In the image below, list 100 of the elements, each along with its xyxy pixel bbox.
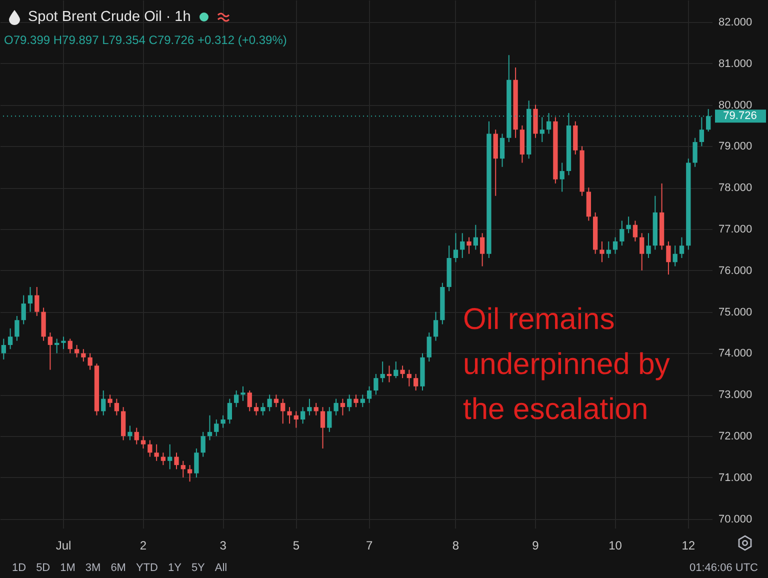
candlestick: [81, 348, 86, 362]
candlestick: [247, 390, 252, 412]
candlestick: [672, 245, 678, 267]
candlestick: [68, 338, 72, 354]
candlestick: [260, 402, 266, 416]
candlestick: [360, 394, 365, 408]
candlestick: [600, 240, 604, 263]
candlestick: [128, 425, 132, 441]
candlestick: [48, 332, 53, 370]
text: 1D: [12, 562, 26, 574]
y-tick-label: 79.000: [718, 140, 752, 153]
candlestick: [340, 398, 346, 416]
y-tick-label: 77.000: [718, 224, 752, 236]
candlestick: [666, 240, 671, 276]
candlestick: [307, 398, 312, 416]
candlestick: [114, 398, 119, 416]
candlestick: [473, 224, 478, 250]
candlestick: [646, 232, 651, 258]
y-tick-label: 81.000: [718, 58, 752, 70]
candlestick: [207, 414, 212, 441]
candlestick: [180, 460, 186, 478]
candlestick: [108, 394, 112, 408]
candlestick: [134, 427, 139, 445]
y-tick-label: 74.000: [718, 348, 752, 360]
y-tick-label: 71.000: [718, 472, 752, 484]
candlestick: [692, 137, 698, 168]
candlestick: [300, 406, 306, 424]
y-tick-label: 76.000: [718, 264, 752, 277]
candlestick: [254, 402, 259, 416]
ref-line-label: 79.726: [723, 110, 757, 122]
candlestick: [34, 286, 40, 316]
candlestick: [460, 232, 465, 258]
y-tick-label: 75.000: [718, 306, 752, 318]
text: 5D: [36, 562, 50, 574]
candlestick: [187, 464, 192, 482]
candlestick: [699, 116, 704, 147]
candlestick: [632, 220, 638, 242]
candlestick: [347, 394, 352, 412]
candlestick: [386, 365, 392, 383]
text: YTD: [136, 562, 158, 574]
candlestick: [606, 240, 611, 258]
candlestick: [334, 398, 338, 416]
annotation: O79.399 H79.897 L79.354 C79.726 +0.312 (+0.39%): [4, 33, 287, 47]
text: 1M: [60, 562, 76, 574]
text: 5Y: [191, 562, 205, 574]
x-tick-label: 5: [292, 538, 300, 552]
y-tick-label: 80.000: [718, 99, 752, 112]
y-tick-label: 82.000: [718, 16, 752, 28]
x-tick-label: 9: [532, 538, 540, 552]
candlestick: [400, 365, 405, 379]
y-tick-label: 78.000: [718, 182, 752, 194]
candlestick: [314, 402, 318, 416]
candlestick: [214, 419, 219, 437]
candlestick: [679, 236, 684, 258]
y-tick-label: 73.000: [718, 389, 752, 402]
text: 01:46:06 UTC: [690, 562, 758, 574]
y-tick-label: 72.000: [718, 430, 752, 443]
candlestick: [453, 232, 458, 263]
candlestick: [28, 286, 33, 312]
x-tick-label: 2: [140, 538, 147, 552]
text: 3M: [85, 562, 101, 574]
candlestick: [354, 394, 358, 408]
candlestick: [327, 406, 332, 432]
candlestick: [148, 440, 152, 458]
annotation: Oil remains underpinned by the escalation: [463, 302, 671, 428]
text: 1Y: [168, 562, 182, 574]
candlestick: [240, 386, 246, 402]
y-tick-label: 70.000: [718, 513, 752, 526]
x-tick-label: 12: [682, 538, 696, 552]
candlestick: [374, 373, 378, 396]
candlestick: [174, 452, 179, 470]
candlestick: [160, 452, 166, 466]
candlestick: [626, 216, 631, 234]
candlestick: [140, 436, 146, 449]
candlestick: [200, 431, 206, 458]
x-tick-label: 8: [452, 538, 460, 552]
candlestick: [394, 361, 398, 379]
candlestick: [227, 398, 232, 424]
candlestick: [620, 220, 624, 246]
candlestick: [406, 369, 412, 387]
candlestick: [14, 315, 20, 342]
text: Spot Brent Crude Oil · 1h: [28, 9, 191, 25]
candlestick: [294, 410, 298, 428]
candlestick: [1, 338, 6, 360]
candlestick: [74, 344, 80, 358]
x-tick-label: 7: [366, 538, 373, 552]
candlestick: [466, 236, 472, 254]
candlestick: [380, 361, 385, 383]
candlestick: [540, 116, 544, 143]
candlestick: [366, 386, 372, 404]
candlestick: [54, 338, 60, 354]
candlestick: [560, 162, 564, 192]
candlestick: [101, 390, 106, 416]
candlestick: [287, 406, 292, 424]
x-tick-label: 3: [220, 538, 227, 552]
candlestick: [612, 236, 618, 254]
candlestick: [168, 444, 172, 470]
x-tick-label: 10: [608, 538, 622, 552]
candlestick: [433, 311, 438, 342]
candlestick: [267, 394, 272, 412]
